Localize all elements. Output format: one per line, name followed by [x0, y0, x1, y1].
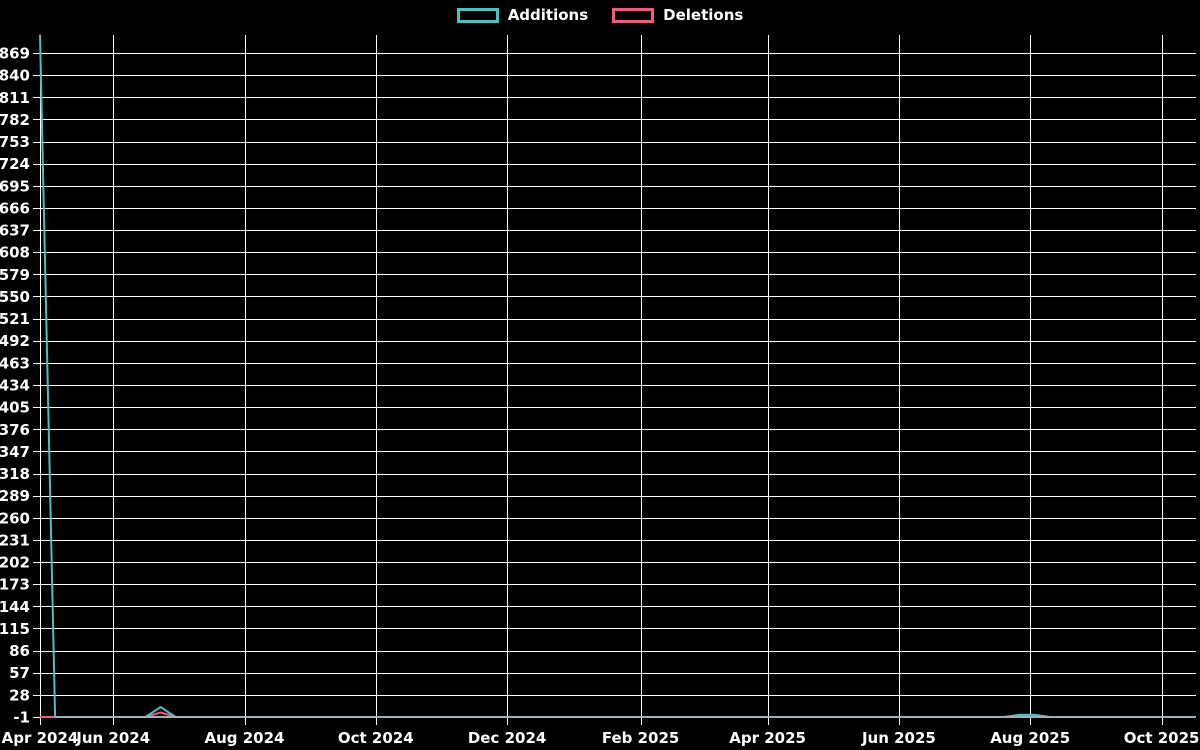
- y-tick-label: 782: [0, 111, 30, 129]
- legend-swatch-additions: [456, 8, 499, 23]
- y-tick-label: 666: [0, 199, 30, 217]
- x-tick-label: Oct 2025: [1124, 729, 1200, 747]
- vertical-gridlines: [40, 35, 1163, 725]
- y-tick-label: 202: [0, 554, 30, 572]
- y-tick-label: 260: [0, 509, 30, 527]
- y-tick-label: 521: [0, 310, 30, 328]
- x-tick-label: Dec 2024: [468, 729, 547, 747]
- y-tick-label: 869: [0, 45, 30, 63]
- y-tick-label: 347: [0, 443, 30, 461]
- y-tick-label: -1: [13, 709, 30, 727]
- legend: Additions Deletions: [0, 8, 1200, 23]
- x-tick-label: Jun 2025: [861, 729, 936, 747]
- y-tick-label: 637: [0, 222, 30, 240]
- y-tick-label: 550: [0, 288, 30, 306]
- y-tick-label: 434: [0, 377, 30, 395]
- x-tick-label: Feb 2025: [602, 729, 680, 747]
- y-tick-label: 840: [0, 67, 30, 85]
- y-tick-label: 695: [0, 177, 30, 195]
- x-tick-label: Apr 2025: [729, 729, 806, 747]
- legend-item-deletions[interactable]: Deletions: [612, 8, 743, 23]
- x-tick-label: Oct 2024: [338, 729, 414, 747]
- y-tick-label: 289: [0, 487, 30, 505]
- y-tick-label: 57: [9, 664, 30, 682]
- legend-item-additions[interactable]: Additions: [456, 6, 589, 24]
- y-tick-label: 144: [0, 598, 30, 616]
- legend-label-deletions: Deletions: [663, 6, 744, 24]
- y-tick-label: 376: [0, 421, 30, 439]
- y-tick-label: 231: [0, 531, 30, 549]
- legend-label-additions: Additions: [507, 6, 589, 24]
- x-tick-label: Aug 2024: [205, 729, 285, 747]
- x-tick-label: Jun 2024: [75, 729, 150, 747]
- y-tick-label: 86: [9, 642, 30, 660]
- y-tick-label: 608: [0, 244, 30, 262]
- y-tick-label: 115: [0, 620, 30, 638]
- y-tick-label: 579: [0, 266, 30, 284]
- y-axis-labels: -1 28 57 86 115 144 173 202 231 260 289 318 347 376 40…: [0, 45, 30, 727]
- y-tick-label: 724: [0, 155, 30, 173]
- y-tick-label: 405: [0, 399, 30, 417]
- legend-swatch-deletions: [612, 8, 655, 23]
- y-tick-label: 753: [0, 133, 30, 151]
- additions-line: [39, 34, 1186, 718]
- x-tick-label: Aug 2025: [990, 729, 1070, 747]
- y-tick-label: 463: [0, 354, 30, 372]
- y-tick-label: 811: [0, 89, 30, 107]
- y-tick-label: 318: [0, 465, 30, 483]
- horizontal-gridlines: [33, 53, 1196, 718]
- y-tick-label: 492: [0, 332, 30, 350]
- x-tick-label: Apr 2024: [2, 729, 79, 747]
- y-tick-label: 173: [0, 576, 30, 594]
- y-tick-label: 28: [9, 686, 30, 704]
